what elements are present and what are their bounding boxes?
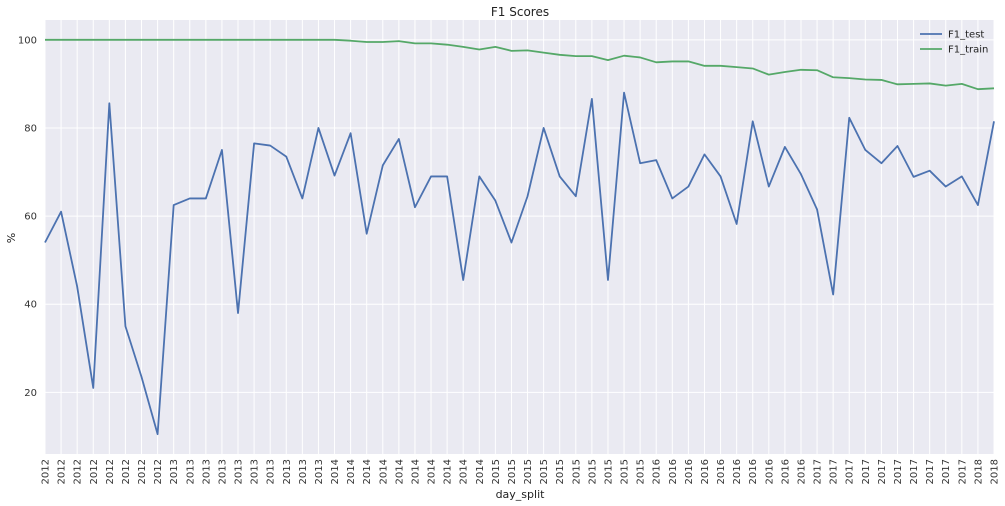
x-tick-label: 2013 (201, 459, 212, 484)
series-lines (44, 38, 995, 436)
x-tick-label: 2017 (941, 459, 952, 484)
x-tick-label: 2017 (829, 459, 840, 484)
x-tick-label: 2012 (89, 459, 100, 484)
legend-label: F1_test (948, 30, 984, 41)
x-tick-label: 2012 (73, 459, 84, 484)
x-tick-label: 2013 (185, 459, 196, 484)
x-tick-label: 2017 (877, 459, 888, 484)
x-tick-label: 2013 (298, 459, 309, 484)
x-tick-label: 2016 (652, 459, 663, 484)
y-tick-label: 80 (24, 123, 37, 134)
x-tick-label: 2013 (314, 459, 325, 484)
x-tick-label: 2017 (813, 459, 824, 484)
x-tick-label: 2016 (716, 459, 727, 484)
x-tick-label: 2013 (234, 459, 245, 484)
x-tick-label: 2015 (587, 459, 598, 484)
x-tick-label: 2015 (539, 459, 550, 484)
x-tick-label: 2015 (620, 459, 631, 484)
x-tick-label: 2012 (41, 459, 52, 484)
plot-area (45, 20, 994, 454)
x-tick-label: 2017 (909, 459, 920, 484)
x-tick-label: 2013 (169, 459, 180, 484)
x-tick-label: 2017 (893, 459, 904, 484)
x-tick-label: 2015 (603, 459, 614, 484)
y-tick-labels: 20 40 60 80 100 (18, 35, 37, 398)
grid (44, 20, 995, 454)
x-tick-label: 2017 (861, 459, 872, 484)
x-tick-label: 2015 (523, 459, 534, 484)
series-line-f1-test (44, 91, 995, 436)
y-tick-label: 60 (24, 212, 37, 223)
x-tick-label: 2013 (250, 459, 261, 484)
y-tick-label: 20 (24, 388, 37, 399)
x-tick-label: 2017 (957, 459, 968, 484)
x-tick-label: 2012 (137, 459, 148, 484)
legend-label: F1_train (948, 45, 988, 56)
x-tick-label: 2014 (394, 459, 405, 484)
x-tick-label: 2013 (282, 459, 293, 484)
x-tick-label: 2015 (636, 459, 647, 484)
x-tick-label: 2016 (780, 459, 791, 484)
x-tick-label: 2016 (764, 459, 775, 484)
x-tick-label: 2016 (748, 459, 759, 484)
legend: F1_test F1_train (920, 30, 988, 56)
x-tick-label: 2012 (153, 459, 164, 484)
x-tick-label: 2014 (459, 459, 470, 484)
x-tick-label: 2012 (121, 459, 132, 484)
y-tick-label: 40 (24, 300, 37, 311)
x-tick-label: 2014 (330, 459, 341, 484)
x-tick-label: 2017 (925, 459, 936, 484)
x-tick-label: 2014 (346, 459, 357, 484)
x-tick-label: 2013 (266, 459, 277, 484)
x-tick-label: 2014 (362, 459, 373, 484)
x-tick-label: 2015 (571, 459, 582, 484)
x-tick-label: 2016 (700, 459, 711, 484)
x-tick-label: 2016 (796, 459, 807, 484)
x-tick-label: 2012 (57, 459, 68, 484)
x-tick-label: 2018 (973, 459, 984, 484)
x-tick-label: 2012 (105, 459, 116, 484)
x-tick-label: 2014 (410, 459, 421, 484)
chart-title: F1 Scores (491, 5, 549, 19)
x-tick-label: 2013 (217, 459, 228, 484)
series-line-f1-train (45, 38, 995, 91)
x-tick-label: 2014 (378, 459, 389, 484)
x-tick-label: 2016 (684, 459, 695, 484)
x-tick-label: 2015 (555, 459, 566, 484)
y-axis-label: % (5, 233, 18, 243)
x-tick-label: 2014 (443, 459, 454, 484)
x-tick-label: 2016 (668, 459, 679, 484)
x-tick-label: 2016 (732, 459, 743, 484)
x-tick-label: 2018 (990, 459, 1001, 484)
x-tick-label: 2014 (475, 459, 486, 484)
y-tick-label: 100 (18, 35, 37, 46)
x-tick-label: 2015 (507, 459, 518, 484)
x-tick-label: 2017 (845, 459, 856, 484)
x-axis-label: day_split (496, 488, 546, 501)
x-tick-label: 2014 (427, 459, 438, 484)
x-tick-label: 2015 (491, 459, 502, 484)
x-tick-labels: 2012 2012 2012 2012 2012 2012 2012 2012 2013 2013… (41, 459, 1001, 484)
